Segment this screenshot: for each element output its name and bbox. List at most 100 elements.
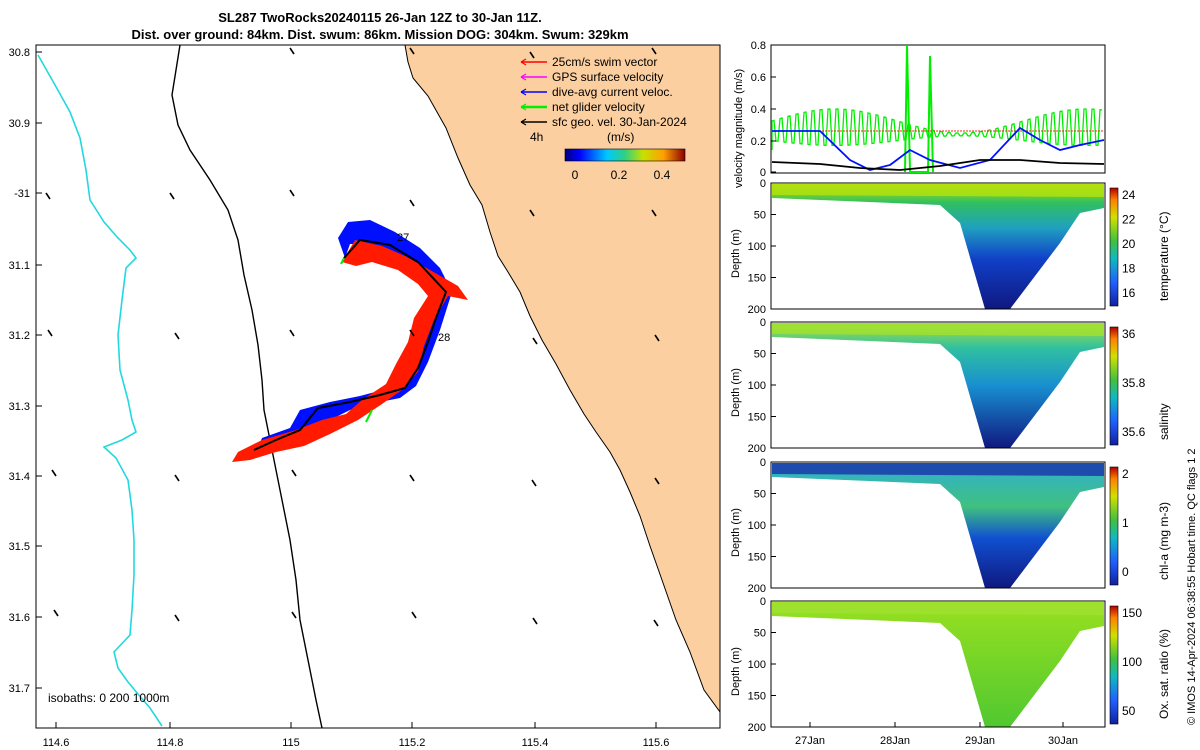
depth-tick-label: 0 (760, 596, 766, 608)
geo-arrow (174, 474, 180, 482)
colorbar-tick-label: 16 (1122, 286, 1136, 300)
colorbar-tick-label: 0 (1122, 565, 1129, 579)
vel-tick-label: 0 (760, 167, 766, 179)
velocity-yticks: 0 0.2 0.4 0.6 0.8 (751, 40, 776, 179)
geo-arrow (532, 337, 538, 345)
day-label-27: 27 (397, 232, 409, 244)
colorbar-label: temperature (°C) (1157, 212, 1171, 302)
geo-arrow (651, 209, 657, 217)
colorbar-tick-label: 35.8 (1122, 376, 1146, 390)
section-oxygen: 0 50 100 150 200 Depth (m) 50 100 150 Ox. sat. ra… (730, 596, 1171, 734)
velocity-ylabel: velocity magnitude (m/s) (733, 69, 745, 188)
depth-tick-label: 100 (748, 659, 766, 671)
map-panel: 27 28 114.6 114.8 115 115.2 115.4 115.6 30.83… (9, 44, 721, 749)
time-tick-label: 27Jan (795, 735, 825, 747)
geo-arrow (411, 611, 417, 619)
section-surface-layer (772, 463, 1104, 476)
section-salinity: 0 50 100 150 200 Depth (m) 35.6 35.8 36 salinity (730, 317, 1171, 455)
time-tick-label: 29Jan (965, 735, 995, 747)
depth-tick-label: 0 (760, 457, 766, 469)
legend-label: net glider velocity (552, 100, 645, 114)
lat-tick-label: 31.4 (9, 471, 30, 483)
geo-arrow (291, 611, 297, 619)
lat-tick-label: 31.6 (9, 612, 30, 624)
depth-tick-label: 150 (748, 552, 766, 564)
colorbar-unit: (m/s) (607, 130, 634, 144)
chart-title-line1: SL287 TwoRocks20240115 26-Jan 12Z to 30-… (218, 10, 542, 25)
colorbar-tick-label: 0.2 (611, 168, 628, 182)
green-net-velocity (340, 257, 373, 423)
depth-tick-label: 200 (748, 304, 766, 316)
depth-tick-label: 200 (748, 722, 766, 734)
geo-arrow (289, 47, 295, 55)
geo-arrow (289, 189, 295, 197)
geo-arrow (47, 329, 53, 337)
geo-arrow (174, 614, 180, 622)
legend-arrowhead (520, 58, 527, 66)
depth-tick-label: 100 (748, 520, 766, 532)
geo-arrow (51, 469, 57, 477)
section-field (772, 184, 1104, 309)
speed-colorbar-ticks: 0 0.2 0.4 (572, 168, 671, 182)
lon-tick-label: 115.4 (522, 737, 549, 749)
vel-tick-label: 0.4 (751, 104, 766, 116)
time-axis-ticks: 27Jan 28Jan 29Jan 30Jan (795, 722, 1078, 747)
section-temperature: 0 50 100 150 200 Depth (m) 16 18 20 22 24 temperatu… (730, 178, 1171, 316)
colorbar-label: salinity (1157, 403, 1171, 440)
colorbar-tick-label: 50 (1122, 704, 1136, 718)
geo-arrow (53, 609, 59, 617)
depth-tick-label: 50 (754, 210, 766, 222)
colorbar-tick-label: 150 (1122, 606, 1142, 620)
red-swim-vectors (232, 240, 468, 462)
depth-tick-label: 100 (748, 380, 766, 392)
legend-label: GPS surface velocity (552, 70, 663, 84)
day-label-28: 28 (438, 332, 450, 344)
map-lat-ticks: 30.8 30.9 -31 31.1 31.2 31.3 31.4 31.5 31.6 31.7 (9, 47, 42, 695)
geo-arrow (529, 51, 535, 59)
net-glider-velocity-series (771, 108, 1103, 150)
depth-tick-label: 50 (754, 628, 766, 640)
section-colorbar (1109, 187, 1119, 307)
vel-tick-label: 0.2 (751, 136, 766, 148)
lat-tick-label: 31.7 (9, 683, 30, 695)
geo-arrow (409, 474, 415, 482)
isobath-200 (171, 45, 323, 728)
section-surface-layer (772, 323, 1104, 336)
surface-geo-velocity-arrows (45, 47, 660, 627)
geo-arrow (409, 199, 415, 207)
lon-tick-label: 115.6 (643, 737, 670, 749)
geo-arrow (654, 477, 660, 485)
coastline (404, 45, 720, 713)
section-chl-a: 0 50 100 150 200 Depth (m) 0 1 2 chl-a (mg m-3) (730, 457, 1171, 595)
geo-arrow (654, 334, 660, 342)
depth-tick-label: 150 (748, 691, 766, 703)
vel-tick-label: 0.6 (751, 72, 766, 84)
legend-label: sfc geo. vel. 30-Jan-2024 (552, 115, 687, 129)
blue-current-vectors (258, 220, 452, 448)
geo-arrow (651, 47, 657, 55)
geo-arrow (529, 209, 535, 217)
lat-tick-label: -31 (14, 188, 30, 200)
chart-title-line2: Dist. over ground: 84km. Dist. swum: 86k… (131, 27, 629, 42)
depth-tick-label: 200 (748, 583, 766, 595)
colorbar-tick-label: 22 (1122, 213, 1136, 227)
lon-tick-label: 114.6 (43, 737, 70, 749)
colorbar-label: Ox. sat. ratio (%) (1157, 629, 1171, 719)
depth-axis-label: Depth (m) (730, 368, 742, 417)
time-step-label: 4h (530, 130, 543, 144)
depth-tick-label: 150 (748, 412, 766, 424)
lat-tick-label: 31.2 (9, 330, 30, 342)
vel-tick-label: 0.8 (751, 40, 766, 52)
depth-tick-label: 0 (760, 317, 766, 329)
section-colorbar (1109, 605, 1119, 725)
section-surface-layer (772, 184, 1104, 197)
colorbar-tick-label: 36 (1122, 327, 1136, 341)
depth-tick-label: 150 (748, 273, 766, 285)
depth-tick-label: 100 (748, 241, 766, 253)
geo-arrow (409, 47, 415, 55)
lon-tick-label: 114.8 (157, 737, 184, 749)
lat-tick-label: 30.9 (9, 118, 30, 130)
legend-arrowhead (520, 73, 527, 81)
geo-arrow (291, 469, 297, 477)
